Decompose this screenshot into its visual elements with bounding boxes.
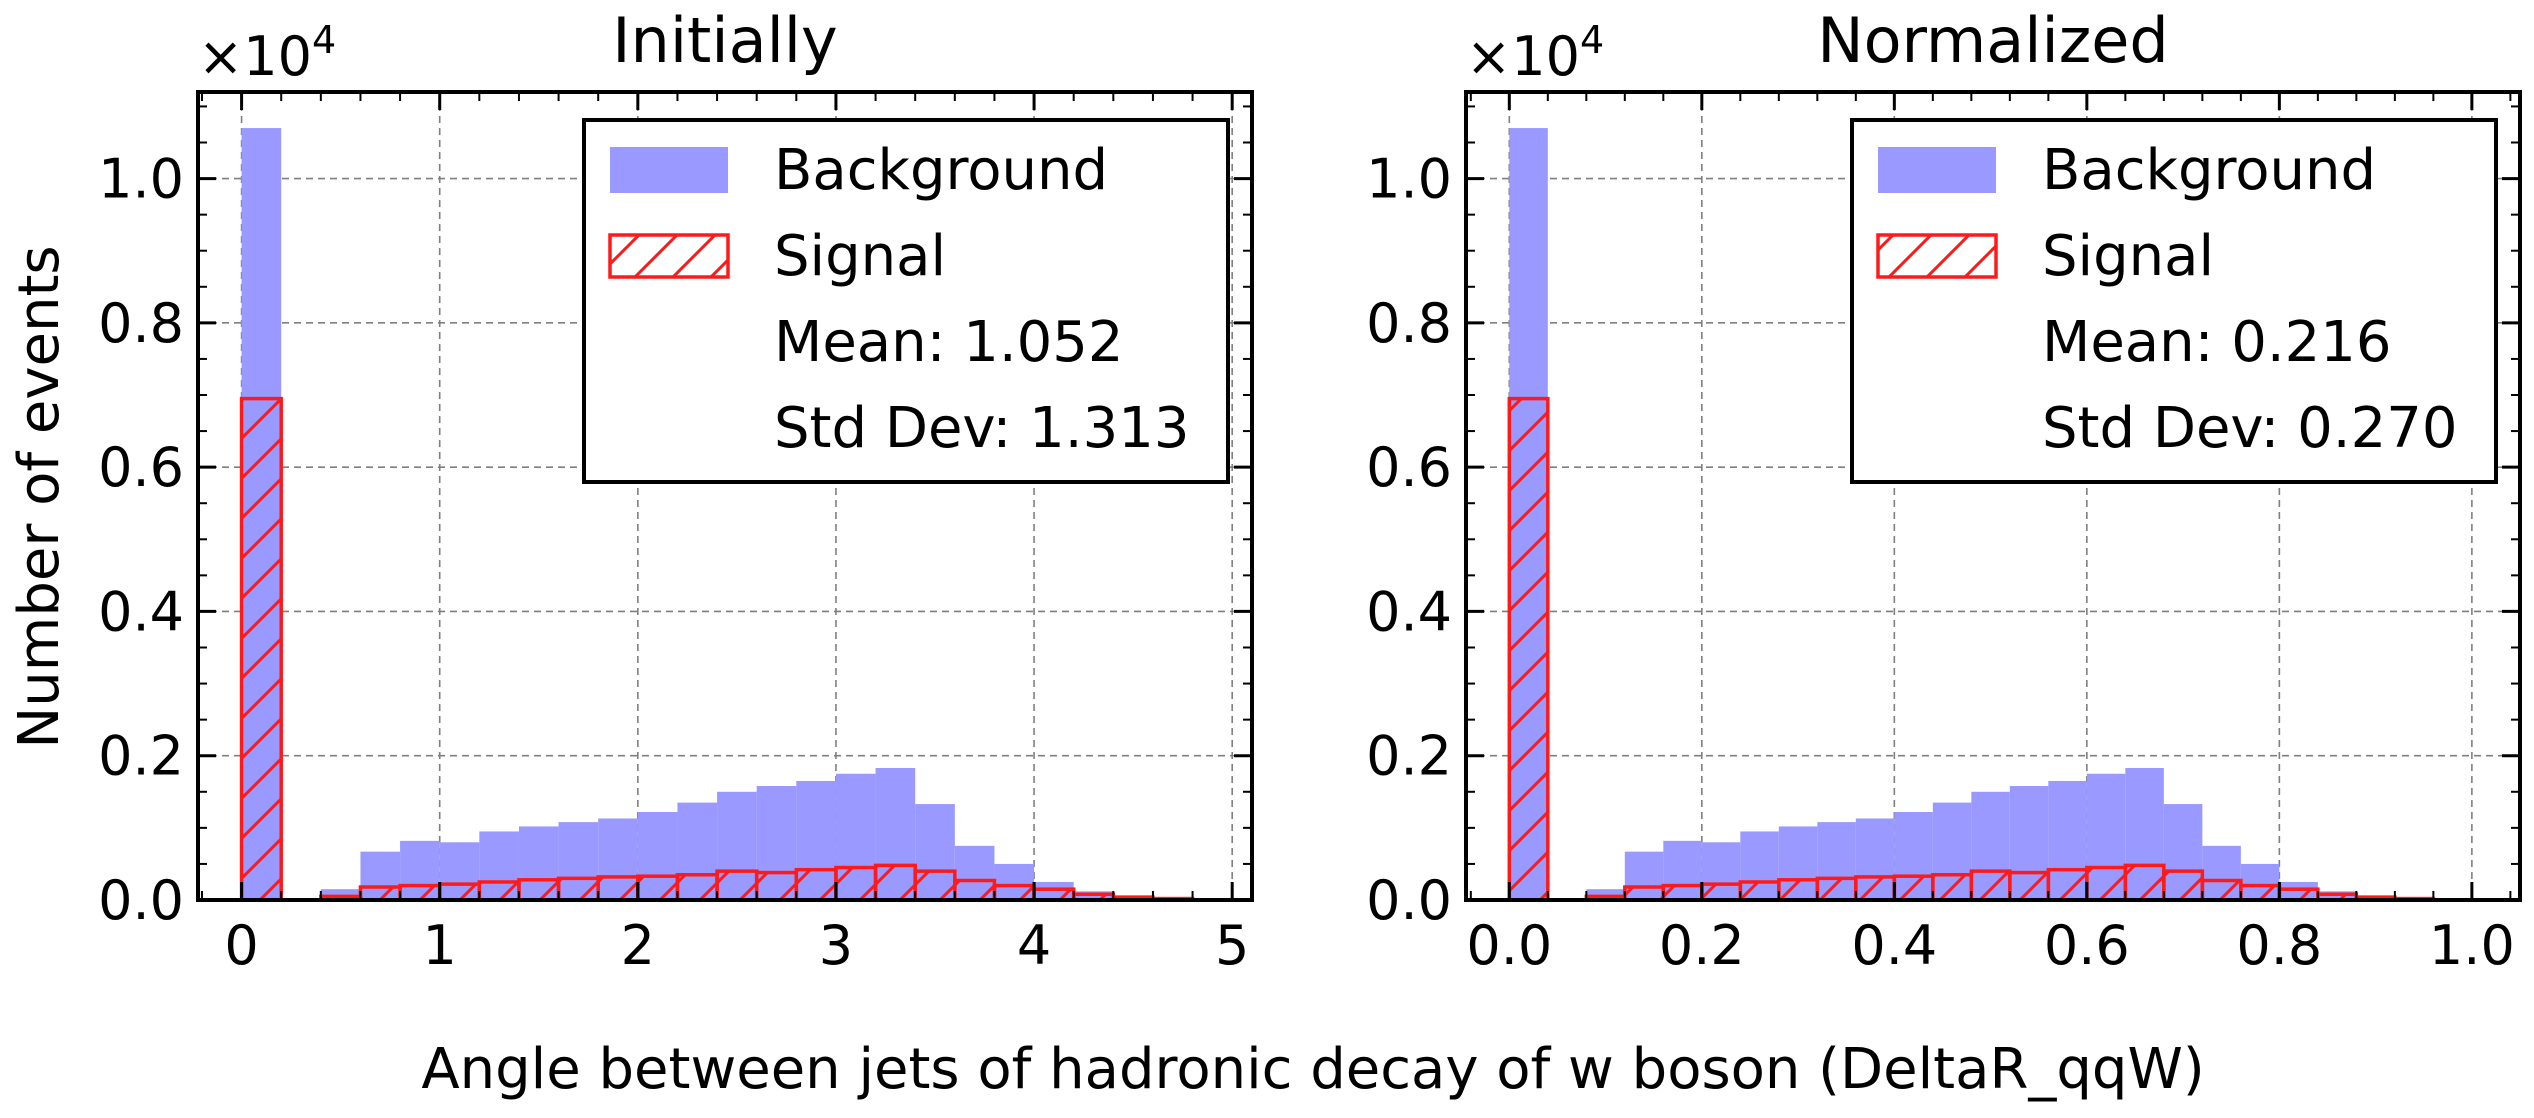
signal-bar <box>596 875 640 902</box>
background-bar <box>1586 889 1625 900</box>
x-tick-label: 3 <box>819 914 853 977</box>
chart-title: Normalized <box>1817 4 2169 77</box>
x-tick-label: 1 <box>423 914 457 977</box>
signal-bar <box>2239 883 2282 902</box>
x-tick-label: 0 <box>224 914 258 977</box>
signal-bar <box>1507 396 1550 902</box>
legend-label-signal: Signal <box>2042 224 2214 289</box>
signal-bar <box>953 878 997 902</box>
legend-swatch-background <box>1878 147 1996 193</box>
signal-bar <box>1738 880 1781 902</box>
signal-bar <box>1892 874 1935 902</box>
signal-bar <box>398 883 442 902</box>
y-tick-label: 1.0 <box>1366 148 1452 211</box>
x-tick-label: 4 <box>1017 914 1051 977</box>
signal-bar <box>556 876 600 902</box>
y-tick-label: 0.2 <box>98 725 184 788</box>
signal-bar <box>1931 873 1974 902</box>
plot-frame <box>1464 90 2522 902</box>
y-offset-multiplier: ×104 <box>1466 18 1604 88</box>
x-tick-label: 0.6 <box>2044 914 2130 977</box>
signal-bar <box>992 883 1036 902</box>
signal-bar <box>834 865 878 902</box>
signal-bar <box>754 870 799 902</box>
y-tick-label: 0.2 <box>1366 725 1452 788</box>
signal-bar <box>2162 869 2205 902</box>
signal-bar <box>1661 883 1704 902</box>
signal-bar <box>873 863 917 902</box>
legend-label-signal: Signal <box>774 224 946 289</box>
y-tick-label: 1.0 <box>98 148 184 211</box>
x-tick-label: 0.0 <box>1466 914 1552 977</box>
signal-bar <box>239 396 283 902</box>
signal-bar <box>636 874 680 902</box>
signal-histogram <box>1507 396 2436 902</box>
signal-bar <box>913 869 957 902</box>
legend: Background Signal Mean: 0.216 Std Dev: 0.27… <box>1850 118 2498 484</box>
x-tick-label: 1.0 <box>2429 914 2515 977</box>
legend-swatch-background <box>610 147 728 193</box>
x-tick-label: 0.4 <box>1851 914 1937 977</box>
y-offset-multiplier: ×104 <box>198 18 336 88</box>
y-tick-label: 0.6 <box>98 436 184 499</box>
y-tick-label: 0.4 <box>98 580 184 643</box>
plot-frame <box>196 90 1254 902</box>
y-tick-label: 0.6 <box>1366 436 1452 499</box>
signal-bar <box>2200 878 2243 902</box>
x-tick-label: 2 <box>621 914 655 977</box>
legend-mean: Mean: 0.216 <box>2042 310 2392 375</box>
signal-bar <box>437 882 482 902</box>
signal-bar <box>517 878 561 902</box>
y-tick-label: 0.8 <box>98 292 184 355</box>
signal-bar <box>1854 875 1897 902</box>
x-axis-label: Angle between jets of hadronic decay of … <box>421 1037 2204 1102</box>
signal-bar <box>794 867 838 902</box>
signal-bar <box>2008 870 2051 902</box>
x-tick-label: 0.2 <box>1659 914 1745 977</box>
y-tick-label: 0.8 <box>1366 292 1452 355</box>
x-tick-label: 0.8 <box>2236 914 2322 977</box>
legend-mean: Mean: 1.052 <box>774 310 1124 375</box>
signal-bar <box>1969 869 2012 902</box>
signal-bar <box>2123 863 2166 902</box>
y-tick-label: 0.0 <box>1366 869 1452 932</box>
signal-bar <box>1777 878 1820 902</box>
x-tick-label: 5 <box>1215 914 1249 977</box>
legend-swatch-signal <box>1876 233 1998 279</box>
legend: Background Signal Mean: 1.052 Std Dev: 1.31… <box>582 118 1230 484</box>
y-tick-label: 0.0 <box>98 869 184 932</box>
signal-bar <box>1700 882 1743 902</box>
signal-bar <box>715 869 759 902</box>
chart-panel-2: 0.0 0.2 0.4 0.6 0.8 1.0 0.0 0.2 0.4 0.6 0.8 1.0 Norm… <box>1366 4 2522 977</box>
signal-bar <box>2085 865 2128 902</box>
legend-label-background: Background <box>774 138 1108 203</box>
y-tick-label: 0.4 <box>1366 580 1452 643</box>
background-bar <box>320 889 361 900</box>
signal-bar <box>2046 867 2089 902</box>
y-axis-label: Number of events <box>7 245 72 748</box>
chart-panel-1: 0 1 2 3 4 5 0.0 0.2 0.4 0.6 0.8 1.0 Initially ×104 Bac… <box>98 4 1254 977</box>
signal-bar <box>675 873 719 902</box>
signal-bar <box>477 880 521 902</box>
signal-bar <box>1815 876 1858 902</box>
chart-title: Initially <box>612 4 837 77</box>
legend-std-dev: Std Dev: 0.270 <box>2042 396 2458 461</box>
legend-std-dev: Std Dev: 1.313 <box>774 396 1190 461</box>
legend-swatch-signal <box>608 233 730 279</box>
legend-label-background: Background <box>2042 138 2376 203</box>
